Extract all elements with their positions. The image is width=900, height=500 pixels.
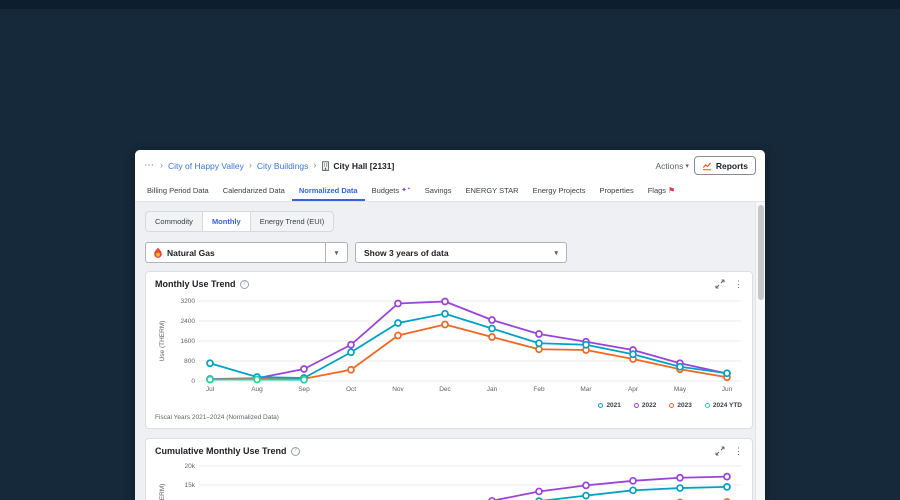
monthly-use-trend-card: Monthly Use Trend ? ⋮ 0 800 1600 2400 3200 Ju… <box>145 271 753 429</box>
card-title: Monthly Use Trend <box>155 279 236 289</box>
svg-text:Apr: Apr <box>628 386 639 393</box>
legend-ring-icon <box>634 403 639 408</box>
building-icon <box>321 161 330 171</box>
segment-energy-trend-eui[interactable]: Energy Trend (EUI) <box>251 212 334 231</box>
tab-normalized-data[interactable]: Normalized Data <box>292 186 365 201</box>
chart-wrap: 0 800 1600 2400 3200 Jul Aug Sep Oct Nov Dec Jan Feb… <box>146 292 752 399</box>
flame-icon <box>153 247 163 259</box>
years-select-value: Show 3 years of data <box>364 248 449 258</box>
reports-button[interactable]: Reports <box>694 156 756 175</box>
legend-ring-icon <box>669 403 674 408</box>
vertical-scrollbar[interactable] <box>755 202 765 500</box>
svg-text:Aug: Aug <box>251 386 263 393</box>
expand-icon[interactable] <box>715 279 725 289</box>
legend-item-2021[interactable]: 2021 <box>598 401 620 410</box>
svg-text:Nov: Nov <box>392 386 404 393</box>
caret-down-icon: ▾ <box>685 162 689 170</box>
expand-icon[interactable] <box>715 446 725 456</box>
tab-flags[interactable]: Flags ⚑ <box>641 186 683 201</box>
chevron-right-icon: › <box>249 161 252 170</box>
chart-wrap: 05k10k15k20kJulAugSepOctNovDecJanFebMarA… <box>146 459 752 500</box>
tab-savings[interactable]: Savings <box>418 186 459 201</box>
svg-text:800: 800 <box>184 358 195 365</box>
sparkle-icon: ✦✦ <box>401 187 411 194</box>
breadcrumb-link-city[interactable]: City of Happy Valley <box>168 161 244 171</box>
legend-ring-icon <box>705 403 710 408</box>
card-header: Cumulative Monthly Use Trend ? ⋮ <box>146 439 752 459</box>
page-title: City Hall [2131] <box>333 161 394 171</box>
breadcrumb-link-buildings[interactable]: City Buildings <box>257 161 309 171</box>
tab-properties[interactable]: Properties <box>593 186 641 201</box>
breadcrumb-current: City Hall [2131] <box>321 161 394 171</box>
svg-text:0: 0 <box>191 378 195 385</box>
background-top-strip <box>0 0 900 9</box>
tab-budgets-label: Budgets <box>372 186 400 195</box>
legend-label: 2021 <box>606 402 620 409</box>
chart-legend: 2021 2022 2023 2024 YTD <box>146 399 752 410</box>
caret-down-icon: ▾ <box>554 249 558 257</box>
cumulative-monthly-use-trend-card: Cumulative Monthly Use Trend ? ⋮ 05k10k1… <box>145 438 753 500</box>
monthly-use-trend-chart[interactable]: 0 800 1600 2400 3200 Jul Aug Sep Oct Nov Dec Jan Feb… <box>155 292 745 394</box>
legend-label: 2023 <box>677 402 691 409</box>
tab-billing-period-data[interactable]: Billing Period Data <box>140 186 216 201</box>
cumulative-monthly-use-trend-chart[interactable]: 05k10k15k20kJulAugSepOctNovDecJanFebMarA… <box>155 459 745 500</box>
help-icon[interactable]: ? <box>240 280 249 289</box>
filter-row: Natural Gas ▾ Show 3 years of data ▾ <box>145 242 753 263</box>
line-chart-icon <box>702 161 712 171</box>
flag-icon: ⚑ <box>668 187 675 195</box>
kebab-menu-icon[interactable]: ⋮ <box>734 280 743 289</box>
svg-text:May: May <box>674 386 687 393</box>
years-select[interactable]: Show 3 years of data ▾ <box>355 242 567 263</box>
svg-text:15k: 15k <box>185 482 196 489</box>
legend-item-2022[interactable]: 2022 <box>634 401 656 410</box>
svg-text:Feb: Feb <box>533 386 545 393</box>
svg-text:Sep: Sep <box>298 386 310 393</box>
tab-flags-label: Flags <box>648 186 666 195</box>
svg-text:Use (THERM): Use (THERM) <box>159 484 166 500</box>
segment-commodity[interactable]: Commodity <box>146 212 203 231</box>
scrollbar-thumb[interactable] <box>758 205 764 300</box>
app-window: ⋯ › City of Happy Valley › City Building… <box>135 150 765 500</box>
commodity-select[interactable]: Natural Gas ▾ <box>145 242 348 263</box>
actions-menu[interactable]: Actions ▾ <box>655 161 688 171</box>
tab-energy-star[interactable]: ENERGY STAR <box>458 186 525 201</box>
actions-label: Actions <box>655 161 683 171</box>
chevron-right-icon: › <box>313 161 316 170</box>
content-area: Commodity Monthly Energy Trend (EUI) Nat… <box>135 202 765 500</box>
svg-text:Jan: Jan <box>487 386 498 393</box>
svg-text:Dec: Dec <box>439 386 451 393</box>
svg-text:2400: 2400 <box>181 318 196 325</box>
reports-label: Reports <box>716 161 748 171</box>
tab-budgets[interactable]: Budgets ✦✦ <box>365 186 418 201</box>
tab-calendarized-data[interactable]: Calendarized Data <box>216 186 292 201</box>
svg-text:Use (THERM): Use (THERM) <box>159 321 166 362</box>
svg-text:1600: 1600 <box>181 338 196 345</box>
svg-text:Mar: Mar <box>580 386 592 393</box>
breadcrumb-bar: ⋯ › City of Happy Valley › City Building… <box>135 150 765 181</box>
chevron-right-icon: › <box>160 161 163 170</box>
kebab-menu-icon[interactable]: ⋮ <box>734 447 743 456</box>
legend-item-2023[interactable]: 2023 <box>669 401 691 410</box>
card-title: Cumulative Monthly Use Trend <box>155 446 287 456</box>
help-icon[interactable]: ? <box>291 447 300 456</box>
svg-text:20k: 20k <box>185 463 196 470</box>
tab-energy-projects[interactable]: Energy Projects <box>526 186 593 201</box>
legend-ring-icon <box>598 403 603 408</box>
legend-item-2024-ytd[interactable]: 2024 YTD <box>705 401 742 410</box>
view-mode-segmented-control: Commodity Monthly Energy Trend (EUI) <box>145 211 334 232</box>
svg-text:Oct: Oct <box>346 386 356 393</box>
svg-text:3200: 3200 <box>181 298 196 305</box>
more-menu-icon[interactable]: ⋯ <box>144 161 155 171</box>
commodity-select-arrow[interactable]: ▾ <box>325 243 347 262</box>
svg-text:Jun: Jun <box>722 386 733 393</box>
chart-footnote: Fiscal Years 2021–2024 (Normalized Data) <box>146 410 752 428</box>
svg-text:Jul: Jul <box>206 386 215 393</box>
card-header: Monthly Use Trend ? ⋮ <box>146 272 752 292</box>
legend-label: 2022 <box>642 402 656 409</box>
segment-monthly[interactable]: Monthly <box>203 212 251 231</box>
tab-bar: Billing Period Data Calendarized Data No… <box>135 181 765 202</box>
commodity-select-value: Natural Gas <box>167 248 215 258</box>
legend-label: 2024 YTD <box>713 402 742 409</box>
caret-down-icon: ▾ <box>335 249 339 257</box>
